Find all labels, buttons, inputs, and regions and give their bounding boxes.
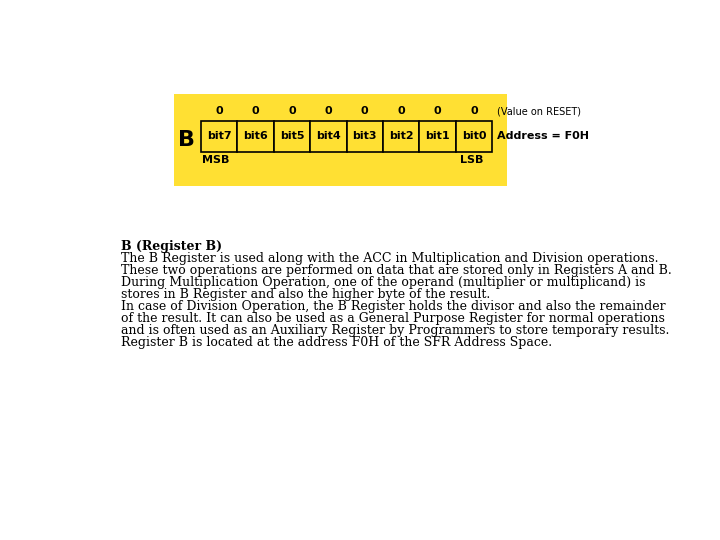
- Text: 0: 0: [361, 106, 369, 116]
- Text: 0: 0: [470, 106, 478, 116]
- Bar: [174, 94, 507, 186]
- Text: 0: 0: [252, 106, 259, 116]
- Bar: [346, 121, 383, 152]
- Text: Register B is located at the address F0H of the SFR Address Space.: Register B is located at the address F0H…: [121, 336, 552, 349]
- Text: 0: 0: [325, 106, 332, 116]
- Bar: [238, 121, 274, 152]
- Text: bit7: bit7: [207, 131, 231, 141]
- Text: The B Register is used along with the ACC in Multiplication and Division operati: The B Register is used along with the AC…: [121, 252, 659, 265]
- Text: MSB: MSB: [202, 156, 230, 165]
- Text: and is often used as an Auxiliary Register by Programmers to store temporary res: and is often used as an Auxiliary Regist…: [121, 324, 670, 337]
- Text: bit1: bit1: [426, 131, 450, 141]
- Bar: [456, 121, 492, 152]
- Bar: [310, 121, 346, 152]
- Text: B: B: [178, 130, 194, 150]
- Text: These two operations are performed on data that are stored only in Registers A a: These two operations are performed on da…: [121, 264, 672, 277]
- Text: In case of Division Operation, the B Register holds the divisor and also the rem: In case of Division Operation, the B Reg…: [121, 300, 665, 313]
- Text: 0: 0: [215, 106, 223, 116]
- Text: bit5: bit5: [279, 131, 304, 141]
- Text: LSB: LSB: [461, 156, 484, 165]
- Text: (Value on RESET): (Value on RESET): [497, 106, 581, 116]
- Text: bit4: bit4: [316, 131, 341, 141]
- Text: B (Register B): B (Register B): [121, 240, 222, 253]
- Bar: [419, 121, 456, 152]
- Text: 0: 0: [433, 106, 441, 116]
- Text: bit6: bit6: [243, 131, 268, 141]
- Text: 0: 0: [288, 106, 296, 116]
- Bar: [201, 121, 238, 152]
- Text: of the result. It can also be used as a General Purpose Register for normal oper: of the result. It can also be used as a …: [121, 312, 665, 325]
- Text: bit3: bit3: [353, 131, 377, 141]
- Text: stores in B Register and also the higher byte of the result.: stores in B Register and also the higher…: [121, 288, 490, 301]
- Text: bit0: bit0: [462, 131, 486, 141]
- Bar: [274, 121, 310, 152]
- Bar: [383, 121, 419, 152]
- Text: bit2: bit2: [389, 131, 413, 141]
- Text: Address = F0H: Address = F0H: [497, 131, 589, 141]
- Text: 0: 0: [397, 106, 405, 116]
- Text: During Multiplication Operation, one of the operand (multiplier or multiplicand): During Multiplication Operation, one of …: [121, 276, 646, 289]
